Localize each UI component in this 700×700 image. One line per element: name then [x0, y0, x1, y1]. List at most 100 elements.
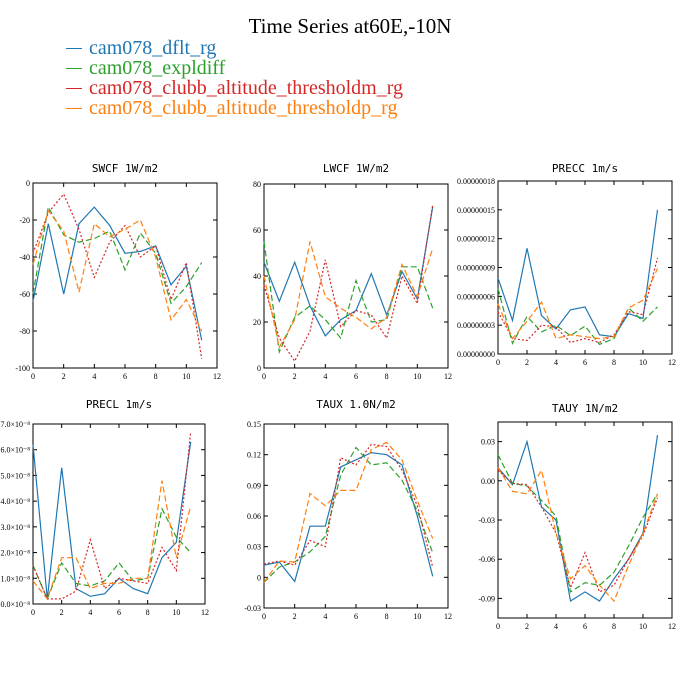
- y-tick-label: -0.09: [478, 594, 495, 603]
- chart-panel-0: SWCF 1W/m2 0 2 4 6 8 10 12 -100 -80 -60 -40 -20 0: [15, 162, 221, 381]
- y-tick-label: 0.09: [247, 481, 261, 490]
- x-tick-label: 6: [583, 358, 587, 367]
- chart-panel-4: TAUX 1.0N/m20 2 4 6 8 10 12-0.0300.030.060.090…: [244, 398, 452, 621]
- legend-label-expldiff: cam078_expldiff: [89, 57, 226, 79]
- series-line-1: [263, 446, 434, 583]
- series-line-3: [32, 480, 192, 601]
- legend-label-thresholdm: cam078_clubb_altitude_thresholdm_rg: [89, 77, 404, 99]
- legend-item: cam078_clubb_altitude_thresholdp_rg: [66, 98, 403, 118]
- y-tick-label: 0.00000018: [457, 177, 495, 186]
- x-tick-label: 0: [31, 372, 35, 381]
- x-tick-label: 8: [385, 612, 389, 621]
- chart-panel-5: TAUY 1N/m2 0 2 4 6 8 10 12 -0.09 -0.06 -0.03 0.00 0.…: [478, 402, 676, 631]
- x-tick-label: 2: [60, 608, 64, 617]
- y-tick-label: 80: [253, 180, 261, 189]
- x-tick-label: 12: [444, 372, 452, 381]
- y-tick-label: 0.00000009: [457, 264, 495, 273]
- y-tick-label: 0.00000000: [457, 350, 495, 359]
- x-tick-label: 0: [262, 372, 266, 381]
- series-line-3: [497, 467, 659, 603]
- x-tick-label: 8: [385, 372, 389, 381]
- series-line-0: [32, 441, 192, 599]
- y-tick-label: -40: [19, 253, 30, 262]
- y-tick-label: 20: [253, 318, 261, 327]
- legend-line-dflt: [66, 47, 82, 49]
- y-tick-label: -100: [15, 364, 30, 373]
- x-tick-label: 0: [31, 608, 35, 617]
- x-tick-label: 10: [639, 358, 647, 367]
- figure-title: Time Series at60E,-10N: [248, 14, 452, 38]
- x-tick-label: 4: [323, 372, 327, 381]
- x-tick-label: 4: [323, 612, 327, 621]
- series-line-2: [263, 204, 434, 363]
- x-tick-label: 4: [88, 608, 92, 617]
- plot-frame: [263, 423, 449, 609]
- y-tick-label: -0.03: [478, 516, 495, 525]
- x-tick-label: 12: [444, 612, 452, 621]
- series-line-2: [32, 192, 203, 359]
- x-tick-label: 2: [293, 612, 297, 621]
- y-tick-label: 4.0×10⁻⁸: [0, 497, 30, 506]
- x-tick-label: 12: [668, 358, 676, 367]
- x-tick-label: 12: [201, 608, 209, 617]
- series-line-3: [263, 441, 434, 583]
- legend-line-thresholdm: [66, 87, 82, 89]
- y-tick-label: 5.0×10⁻⁸: [0, 471, 30, 480]
- x-tick-label: 8: [612, 622, 616, 631]
- x-tick-label: 2: [293, 372, 297, 381]
- y-tick-label: 0.03: [481, 438, 495, 447]
- series-line-0: [497, 209, 659, 338]
- y-tick-label: 1.0×10⁻⁸: [0, 574, 30, 583]
- x-tick-label: 10: [172, 608, 180, 617]
- x-tick-label: 2: [525, 622, 529, 631]
- y-tick-label: 7.0×10⁻⁸: [0, 420, 30, 429]
- y-tick-label: 60: [253, 226, 261, 235]
- chart-title: SWCF 1W/m2: [92, 162, 158, 175]
- y-tick-label: -0.03: [244, 604, 261, 613]
- y-tick-label: 0.0×10⁻⁸: [0, 600, 30, 609]
- plot-frame: [497, 180, 673, 355]
- chart-panel-2: PRECC 1m/s 0 2 4 6 8 10 12 0.00000000 0.00000003 0…: [457, 162, 676, 367]
- y-tick-label: 0.00000015: [457, 206, 495, 215]
- y-tick-label: 0.06: [247, 512, 261, 521]
- plot-frame: [263, 183, 449, 369]
- y-tick-label: 6.0×10⁻⁸: [0, 446, 30, 455]
- series-line-0: [263, 451, 434, 583]
- series-line-2: [263, 443, 434, 568]
- chart-title: PRECL 1m/s: [86, 398, 152, 411]
- y-tick-label: 0.12: [247, 451, 261, 460]
- x-tick-label: 6: [123, 372, 127, 381]
- x-tick-label: 10: [639, 622, 647, 631]
- y-tick-label: 0.00000006: [457, 292, 495, 301]
- y-tick-label: 2.0×10⁻⁸: [0, 549, 30, 558]
- y-tick-label: 0.03: [247, 543, 261, 552]
- chart-title: LWCF 1W/m2: [323, 162, 389, 175]
- legend-item: cam078_expldiff: [66, 58, 403, 78]
- y-tick-label: 0: [257, 364, 261, 373]
- y-tick-label: -20: [19, 216, 30, 225]
- legend-line-expldiff: [66, 67, 82, 69]
- x-tick-label: 10: [413, 372, 421, 381]
- x-tick-label: 8: [612, 358, 616, 367]
- x-tick-label: 6: [354, 372, 358, 381]
- legend-line-thresholdp: [66, 107, 82, 109]
- y-tick-label: 0: [26, 179, 30, 188]
- x-tick-label: 10: [182, 372, 190, 381]
- plot-frame: [32, 182, 218, 369]
- series-line-1: [32, 507, 192, 601]
- chart-panel-1: LWCF 1W/m2 0 2 4 6 8 10 12 0 20 40 60 80: [253, 162, 452, 381]
- series-line-3: [263, 241, 434, 349]
- x-tick-label: 4: [92, 372, 96, 381]
- chart-title: PRECC 1m/s: [552, 162, 618, 175]
- chart-panel-3: PRECL 1m/s 0 2 4 6 8 10 12 0.0×10⁻⁸ 1.0×10⁻⁸ 2.0×1…: [0, 398, 209, 617]
- series-line-0: [263, 206, 434, 337]
- x-tick-label: 8: [154, 372, 158, 381]
- series-line-0: [32, 206, 203, 341]
- chart-title: TAUX 1.0N/m2: [316, 398, 395, 411]
- chart-title: TAUY 1N/m2: [552, 402, 618, 415]
- y-tick-label: 0: [257, 573, 261, 582]
- x-tick-label: 2: [525, 358, 529, 367]
- legend-item: cam078_clubb_altitude_thresholdm_rg: [66, 78, 403, 98]
